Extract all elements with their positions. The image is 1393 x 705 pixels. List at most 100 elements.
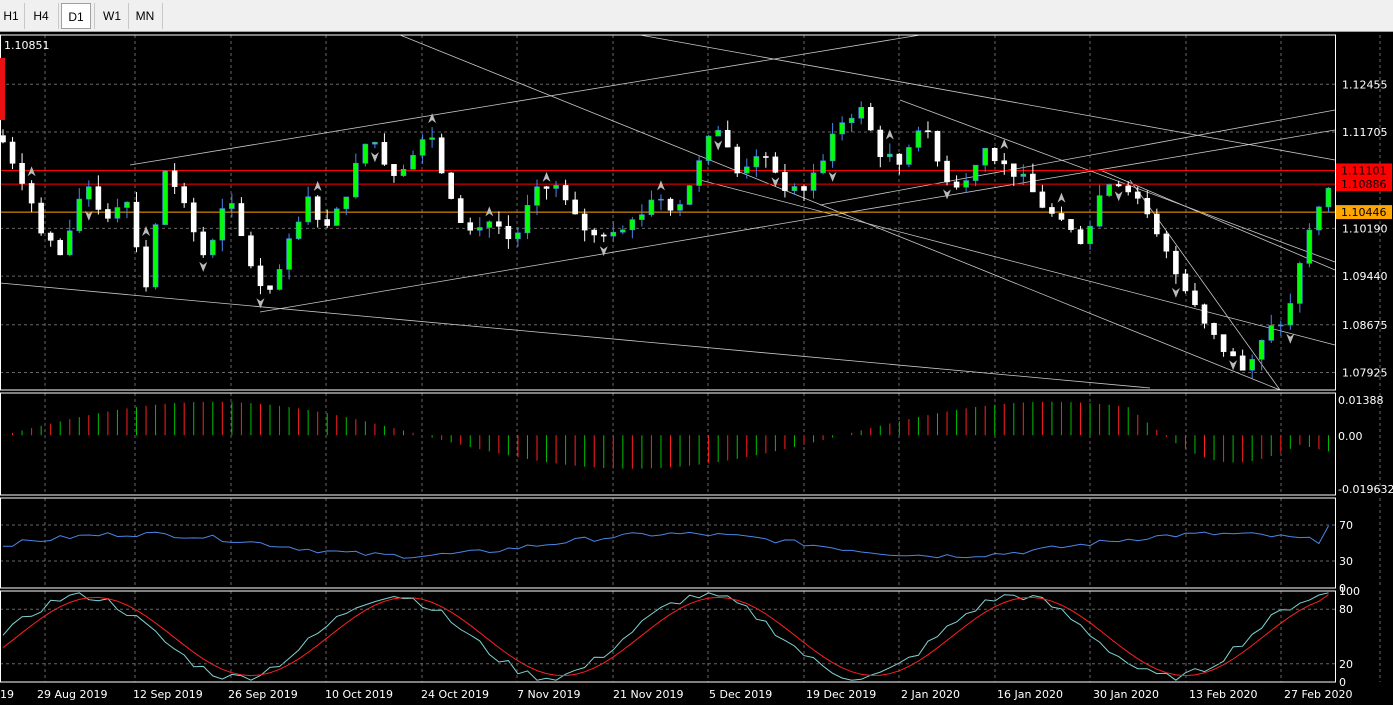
timeframe-tab-mn[interactable]: MN bbox=[135, 9, 155, 23]
fractal-arrow bbox=[27, 166, 36, 177]
timeframe-tab-h1[interactable]: H1 bbox=[3, 9, 19, 23]
fractal-arrow bbox=[828, 171, 837, 182]
candle-body bbox=[1297, 263, 1303, 304]
candle-body bbox=[734, 146, 741, 174]
red-marker-bar bbox=[0, 58, 5, 120]
candle-body bbox=[1154, 213, 1160, 235]
candle-body bbox=[524, 205, 531, 234]
candle-body bbox=[295, 221, 302, 239]
candle-body bbox=[181, 186, 187, 204]
fractal-arrow bbox=[1000, 139, 1009, 150]
candle-body bbox=[219, 208, 226, 241]
candle-body bbox=[686, 185, 693, 205]
candle-body bbox=[1010, 163, 1017, 177]
panel-border bbox=[0, 497, 1336, 589]
candle-body bbox=[515, 232, 521, 240]
price-tick-label: 1.09440 bbox=[1342, 270, 1388, 283]
candle-body bbox=[47, 232, 54, 241]
candle-body bbox=[753, 156, 760, 168]
candle-body bbox=[505, 225, 512, 240]
candle-body bbox=[324, 219, 331, 226]
candle-body bbox=[696, 160, 702, 186]
candle-body bbox=[925, 130, 931, 133]
candle-body bbox=[1306, 229, 1313, 264]
fractal-arrow bbox=[370, 152, 379, 163]
trendline bbox=[899, 99, 1336, 263]
date-label: 2 Jan 2020 bbox=[901, 688, 960, 701]
candle-body bbox=[829, 133, 836, 162]
candle-body bbox=[620, 229, 626, 233]
candle-body bbox=[715, 130, 721, 137]
candle-body bbox=[1182, 273, 1189, 292]
candle-body bbox=[658, 198, 664, 201]
candle-body bbox=[286, 238, 292, 270]
candle-body bbox=[19, 163, 25, 184]
date-label: 19 bbox=[0, 688, 14, 701]
chart-window[interactable]: 1.12455 1.11705 1.10190 1.09440 1.08675 1.079… bbox=[0, 32, 1393, 705]
date-label: 29 Aug 2019 bbox=[37, 688, 107, 701]
date-label: 16 Jan 2020 bbox=[997, 688, 1063, 701]
trendline bbox=[639, 34, 1336, 161]
candle-body bbox=[915, 130, 922, 148]
timeframe-tab-w1[interactable]: W1 bbox=[103, 9, 121, 23]
candle-body bbox=[1125, 185, 1132, 193]
candle-body bbox=[1258, 340, 1265, 360]
date-label: 26 Sep 2019 bbox=[228, 688, 298, 701]
price-tick-label: 1.11705 bbox=[1342, 126, 1388, 139]
fractal-arrow bbox=[1171, 287, 1180, 298]
fractal-arrow bbox=[1229, 360, 1238, 371]
candle-body bbox=[314, 196, 321, 220]
candle-body bbox=[124, 201, 130, 208]
rsi-line bbox=[2, 525, 1329, 559]
candle-body bbox=[1030, 173, 1036, 193]
candle-body bbox=[410, 155, 416, 170]
candle-body bbox=[534, 186, 540, 206]
candle-body bbox=[848, 117, 855, 123]
candle-body bbox=[400, 168, 407, 176]
timeframe-tab-d1[interactable]: D1 bbox=[61, 3, 91, 29]
candle-body bbox=[743, 166, 750, 174]
rsi-scale-label: 70 bbox=[1339, 519, 1353, 532]
stochastic-scale-label: 80 bbox=[1339, 603, 1353, 616]
candle-body bbox=[677, 204, 683, 211]
candle-body bbox=[887, 153, 893, 158]
timeframe-tab-h4[interactable]: H4 bbox=[33, 9, 49, 23]
price-tick-label: 1.08675 bbox=[1342, 319, 1388, 332]
panel-border bbox=[0, 34, 1336, 391]
candle-body bbox=[419, 139, 426, 156]
date-label: 7 Nov 2019 bbox=[517, 688, 580, 701]
candle-body bbox=[209, 239, 216, 256]
date-label: 5 Dec 2019 bbox=[709, 688, 772, 701]
candle-body bbox=[610, 231, 617, 237]
fractal-arrow bbox=[428, 113, 437, 124]
histogram-indicator bbox=[12, 401, 1329, 469]
candle-body bbox=[171, 170, 178, 187]
candle-body bbox=[1173, 250, 1179, 275]
candle-body bbox=[66, 230, 73, 256]
candle-body bbox=[372, 142, 378, 145]
fractal-arrow bbox=[142, 225, 151, 236]
candle-body bbox=[820, 160, 826, 174]
candle-body bbox=[391, 164, 397, 176]
stochastic-main-line bbox=[2, 592, 1329, 681]
candle-body bbox=[543, 186, 550, 189]
candle-body bbox=[267, 285, 273, 290]
fractal-arrow bbox=[313, 180, 322, 191]
candle-body bbox=[190, 202, 197, 233]
candle-body bbox=[867, 107, 874, 131]
candle-body bbox=[581, 213, 588, 231]
candle-body bbox=[1220, 334, 1227, 352]
candle-body bbox=[1325, 187, 1332, 208]
price-level-badge bbox=[1336, 177, 1392, 192]
candle-body bbox=[810, 172, 817, 191]
candle-body bbox=[343, 196, 350, 210]
candle-body bbox=[1096, 195, 1103, 227]
date-axis: 19 29 Aug 2019 12 Sep 2019 26 Sep 2019 10 Oc… bbox=[0, 688, 1352, 701]
histogram-scale-label: -0.019632 bbox=[1338, 483, 1393, 496]
candle-body bbox=[238, 203, 245, 237]
stochastic-scale-label: 20 bbox=[1339, 658, 1353, 671]
candle-body bbox=[1239, 355, 1246, 371]
candle-body bbox=[229, 203, 235, 209]
candle-body bbox=[362, 143, 369, 164]
candle-body bbox=[667, 198, 674, 211]
